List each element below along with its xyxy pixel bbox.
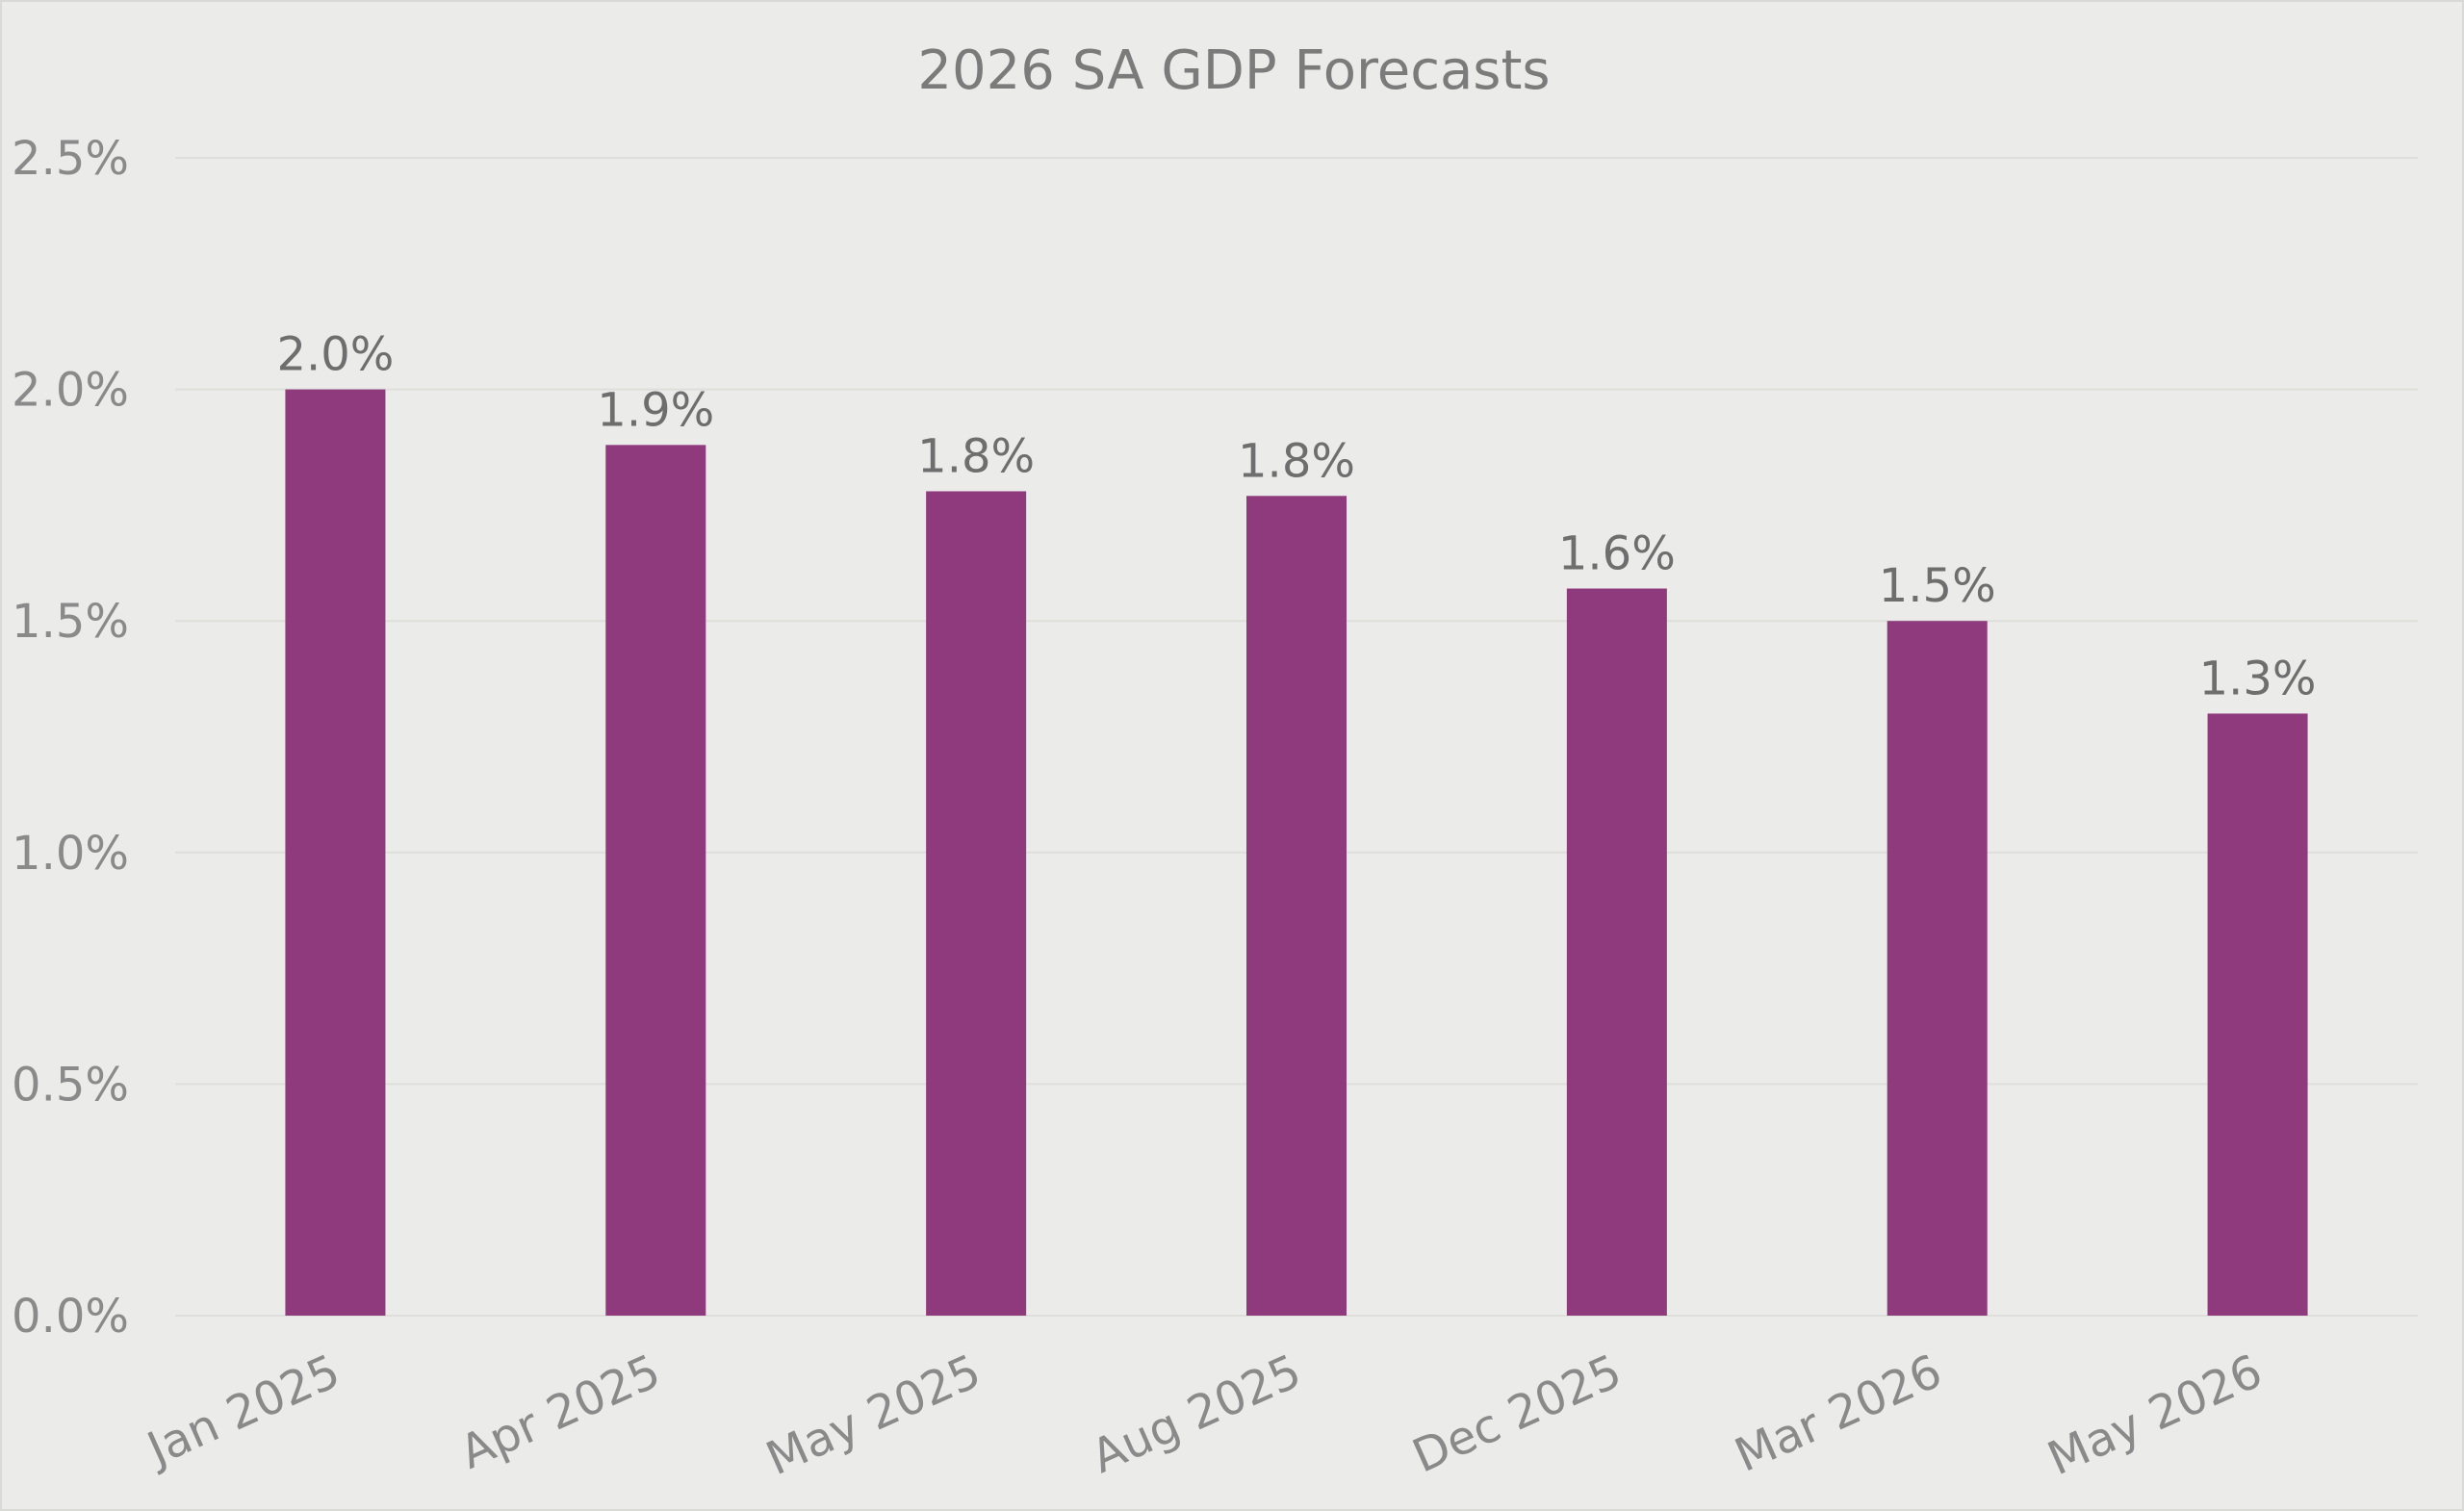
- data-label: 1.3%: [2199, 652, 2317, 705]
- y-tick-label: 2.5%: [12, 132, 129, 186]
- x-tick-label: Dec 2025: [1405, 1345, 1630, 1484]
- x-tick-label: May 2026: [2040, 1345, 2270, 1486]
- bar: [285, 389, 386, 1317]
- x-tick-label: Apr 2025: [452, 1345, 668, 1480]
- y-tick-label: 1.0%: [12, 827, 129, 881]
- bars: [285, 389, 2308, 1317]
- data-label: 1.8%: [1238, 434, 1355, 488]
- x-tick-label: Mar 2026: [1728, 1345, 1950, 1483]
- bar: [1246, 496, 1347, 1316]
- bar: [926, 491, 1027, 1316]
- y-tick-label: 0.0%: [12, 1290, 129, 1344]
- data-label: 1.6%: [1558, 527, 1676, 581]
- x-tick-label: Jan 2025: [138, 1345, 348, 1477]
- data-labels: 2.0% 1.9% 1.8% 1.8% 1.6% 1.5% 1.3%: [276, 328, 2316, 706]
- y-tick-label: 0.5%: [12, 1058, 129, 1112]
- data-label: 1.5%: [1879, 559, 1996, 613]
- data-label: 2.0%: [276, 328, 394, 382]
- x-axis-tick-labels: Jan 2025 Apr 2025 May 2025 Aug 2025 Dec 2025…: [138, 1345, 2271, 1486]
- bar: [1886, 621, 1988, 1316]
- y-tick-label: 2.0%: [12, 364, 129, 418]
- bar: [1566, 588, 1667, 1316]
- bar: [605, 445, 706, 1316]
- data-label: 1.8%: [917, 429, 1035, 483]
- x-tick-label: Aug 2025: [1084, 1345, 1309, 1484]
- y-tick-label: 1.5%: [12, 595, 129, 649]
- bar: [2207, 713, 2308, 1316]
- chart-title: 2026 SA GDP Forecasts: [917, 39, 1550, 102]
- data-label: 1.9%: [597, 383, 714, 437]
- y-axis-tick-labels: 0.0% 0.5% 1.0% 1.5% 2.0% 2.5%: [12, 132, 129, 1344]
- x-tick-label: May 2025: [758, 1345, 988, 1486]
